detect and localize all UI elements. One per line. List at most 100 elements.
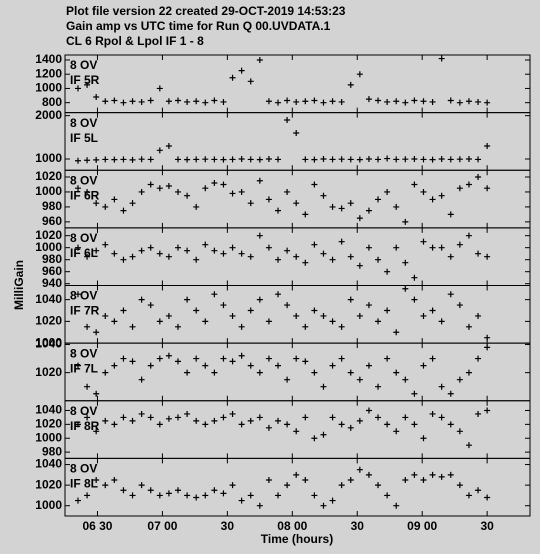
panel-label: IF 7R — [70, 304, 100, 318]
data-point — [293, 471, 300, 478]
data-point — [220, 414, 227, 421]
data-point — [175, 97, 182, 104]
data-point — [202, 492, 209, 499]
data-point — [347, 253, 354, 260]
data-point — [74, 362, 81, 369]
data-point — [111, 156, 118, 163]
data-point — [393, 329, 400, 336]
data-point — [356, 312, 363, 319]
panel-label: 8 OV — [70, 231, 97, 245]
data-point — [247, 156, 254, 163]
data-point — [93, 476, 100, 483]
data-point — [438, 155, 445, 162]
y-tick-label: 1040 — [35, 292, 62, 306]
data-point — [165, 490, 172, 497]
data-point — [347, 296, 354, 303]
data-point — [456, 241, 463, 248]
data-point — [484, 334, 491, 341]
data-point — [193, 203, 200, 210]
data-point — [138, 482, 145, 489]
data-point — [229, 74, 236, 81]
y-tick-label: 1200 — [35, 66, 62, 80]
data-point — [311, 492, 318, 499]
data-point — [484, 344, 491, 351]
data-point — [365, 96, 372, 103]
panel-label: IF 5L — [70, 131, 98, 145]
data-point — [384, 355, 391, 362]
data-point — [284, 376, 291, 383]
data-point — [293, 428, 300, 435]
data-point — [420, 188, 427, 195]
data-point — [184, 492, 191, 499]
data-point — [74, 157, 81, 164]
data-point — [429, 98, 436, 105]
data-point — [338, 482, 345, 489]
data-point — [193, 355, 200, 362]
data-point — [275, 207, 282, 214]
data-point — [356, 262, 363, 269]
data-point — [220, 98, 227, 105]
y-axis-label: MilliGain — [12, 260, 26, 310]
data-point — [484, 407, 491, 414]
data-point — [238, 67, 245, 74]
data-point — [465, 155, 472, 162]
data-point — [220, 490, 227, 497]
data-point — [475, 312, 482, 319]
data-point — [129, 358, 136, 365]
data-point — [284, 247, 291, 254]
data-point — [338, 98, 345, 105]
data-point — [247, 200, 254, 207]
data-point — [320, 502, 327, 509]
data-point — [320, 155, 327, 162]
data-point — [338, 323, 345, 330]
data-point — [138, 247, 145, 254]
data-point — [329, 414, 336, 421]
data-point — [329, 497, 336, 504]
data-point — [247, 307, 254, 314]
y-tick-label: 1020 — [35, 365, 62, 379]
data-point — [147, 487, 154, 494]
data-point — [338, 238, 345, 245]
data-point — [275, 362, 282, 369]
data-point — [156, 492, 163, 499]
data-point — [438, 318, 445, 325]
data-point — [138, 376, 145, 383]
panel-label: IF 6R — [70, 188, 100, 202]
data-point — [184, 410, 191, 417]
data-point — [420, 435, 427, 442]
data-point — [193, 307, 200, 314]
y-tick-label: 1020 — [35, 169, 62, 183]
data-point — [302, 323, 309, 330]
data-point — [438, 192, 445, 199]
data-point — [265, 155, 272, 162]
panel-label: IF 8R — [70, 419, 100, 433]
data-point — [384, 492, 391, 499]
data-point — [302, 211, 309, 218]
data-point — [238, 421, 245, 428]
data-point — [484, 142, 491, 149]
data-point — [175, 188, 182, 195]
y-tick-label: 1020 — [35, 417, 62, 431]
data-point — [438, 414, 445, 421]
data-point — [147, 302, 154, 309]
x-tick-label: 07 00 — [147, 519, 177, 533]
y-tick-label: 980 — [42, 252, 62, 266]
data-point — [84, 414, 91, 421]
data-point — [147, 97, 154, 104]
data-point — [447, 390, 454, 397]
data-point — [102, 482, 109, 489]
data-point — [175, 156, 182, 163]
data-point — [156, 147, 163, 154]
data-point — [302, 414, 309, 421]
data-point — [220, 181, 227, 188]
data-point — [184, 369, 191, 376]
data-point — [247, 492, 254, 499]
data-point — [447, 253, 454, 260]
data-point — [74, 185, 81, 192]
data-point — [129, 253, 136, 260]
data-point — [320, 250, 327, 257]
data-point — [111, 476, 118, 483]
data-point — [475, 410, 482, 417]
data-point — [156, 421, 163, 428]
data-point — [102, 203, 109, 210]
